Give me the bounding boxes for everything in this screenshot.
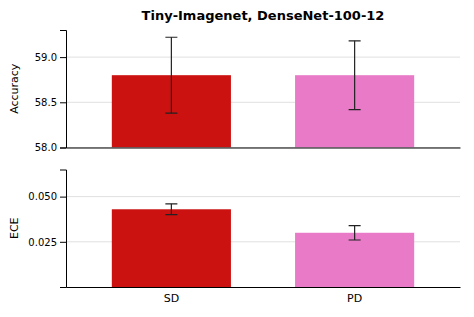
tick-mark bbox=[60, 102, 66, 103]
chart: 58.0 58.5 59.0 Accuracy Tiny-Imagenet, Dense… bbox=[0, 0, 474, 317]
panel: 58.0 58.5 59.0 Accuracy Tiny-Imagenet, Dense… bbox=[8, 8, 461, 153]
error-bar bbox=[165, 37, 177, 113]
error-bar-stem bbox=[171, 204, 172, 215]
bar bbox=[295, 233, 414, 287]
bar bbox=[112, 209, 231, 287]
y-axis: 0.025 0.050 bbox=[28, 170, 66, 288]
tick: 0.050 bbox=[28, 191, 66, 202]
error-bar-stem bbox=[171, 37, 172, 113]
error-bar-cap bbox=[349, 225, 361, 226]
tick-mark bbox=[60, 242, 66, 243]
y-axis: 58.0 58.5 59.0 bbox=[35, 31, 67, 154]
axis-line bbox=[60, 31, 67, 149]
error-bar bbox=[349, 226, 361, 240]
tick: 58.5 bbox=[35, 97, 66, 108]
error-bar bbox=[349, 41, 361, 110]
error-bar bbox=[165, 204, 177, 215]
axis-line bbox=[67, 148, 461, 149]
title: Tiny-Imagenet, DenseNet-100-12 bbox=[142, 8, 385, 23]
axis-line bbox=[67, 287, 461, 288]
tick-label: 59.0 bbox=[35, 52, 57, 63]
tick-mark bbox=[60, 197, 66, 198]
tick-mark bbox=[60, 57, 66, 58]
axis-line bbox=[60, 170, 67, 288]
axis-title: ECE bbox=[8, 217, 21, 239]
tick-label: 58.0 bbox=[35, 142, 57, 153]
tick-label: PD bbox=[347, 292, 362, 305]
tick: 59.0 bbox=[35, 52, 66, 63]
tick-label: 58.5 bbox=[35, 97, 57, 108]
plot-area bbox=[112, 204, 414, 287]
x-axis: SD PD bbox=[67, 288, 461, 306]
tick: SD bbox=[164, 292, 179, 305]
tick-label: 0.025 bbox=[28, 237, 57, 248]
error-bar-cap bbox=[165, 37, 177, 38]
tick-label: 0.050 bbox=[28, 191, 57, 202]
panel: 0.025 0.050 SD PD ECE bbox=[8, 170, 461, 305]
tick: 58.0 bbox=[35, 142, 66, 153]
x-axis bbox=[67, 148, 461, 149]
plot-area bbox=[112, 37, 414, 147]
error-bar-cap bbox=[349, 40, 361, 41]
error-bar-stem bbox=[354, 41, 355, 110]
error-bar-cap bbox=[165, 113, 177, 114]
grid-line bbox=[66, 57, 460, 58]
error-bar-cap bbox=[165, 203, 177, 204]
error-bar-cap bbox=[349, 109, 361, 110]
tick: PD bbox=[347, 292, 362, 305]
tick-label: SD bbox=[164, 292, 179, 305]
error-bar-stem bbox=[354, 226, 355, 240]
error-bar-cap bbox=[349, 239, 361, 240]
grid-line bbox=[66, 196, 460, 197]
tick: 0.025 bbox=[28, 237, 66, 248]
grid bbox=[66, 57, 460, 147]
error-bar-cap bbox=[165, 214, 177, 215]
tick-mark bbox=[60, 148, 66, 149]
axis-title: Accuracy bbox=[8, 63, 21, 114]
